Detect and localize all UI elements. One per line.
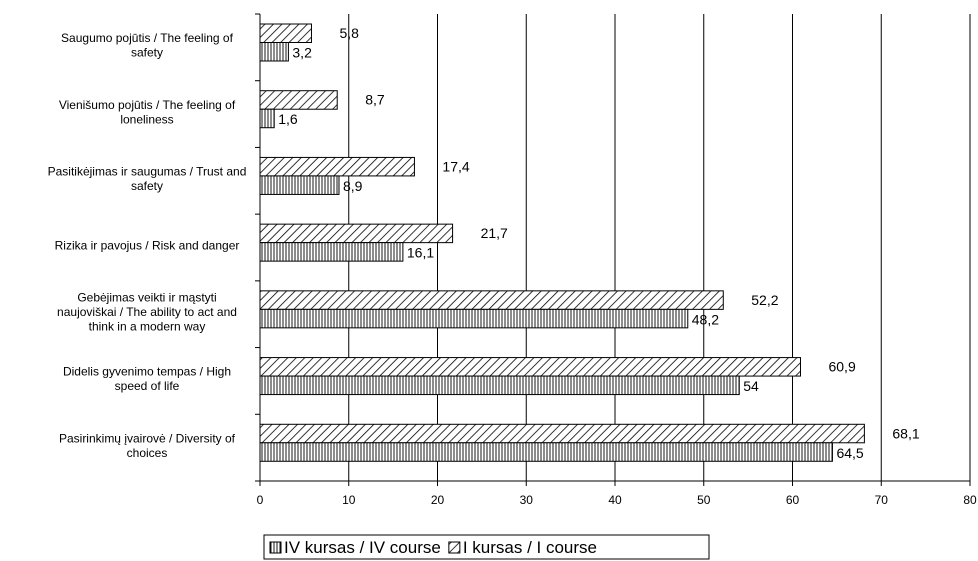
x-tick-label: 70 bbox=[875, 493, 889, 507]
bar-iv-course bbox=[259, 308, 689, 329]
bar-i-course bbox=[259, 23, 312, 43]
bar-i-course bbox=[259, 156, 415, 177]
data-labels: 5,8 3,2 8,7 1,6 17,4 8,9 21,7 16,1 52,2 48,2 60,9 5… bbox=[278, 25, 920, 461]
category-label: Gebėjimas veikti ir mąstyti naujoviškai /… bbox=[57, 291, 237, 334]
x-tick-label: 50 bbox=[697, 493, 711, 507]
bar-i-course bbox=[259, 90, 338, 110]
bar-iv-course bbox=[259, 375, 740, 396]
category-label: Pasitikėjimas ir saugumas / Trust and saf… bbox=[48, 165, 247, 194]
data-label-iv-course: 48,2 bbox=[692, 311, 719, 327]
bar-iv-course bbox=[259, 242, 404, 262]
bar-iv-course bbox=[259, 108, 275, 129]
legend-swatch bbox=[269, 541, 282, 554]
data-label-i-course: 60,9 bbox=[828, 359, 855, 375]
data-label-i-course: 21,7 bbox=[481, 225, 508, 241]
legend-swatch bbox=[448, 541, 461, 554]
x-tick-label: 60 bbox=[786, 493, 800, 507]
bar-i-course bbox=[259, 423, 865, 444]
category-label: Rizika ir pavojus / Risk and danger bbox=[55, 239, 240, 253]
x-tick-label: 20 bbox=[431, 493, 445, 507]
data-label-iv-course: 8,9 bbox=[343, 178, 363, 194]
x-tick-labels: 0 10 20 30 40 50 60 70 80 bbox=[257, 493, 977, 507]
category-label: Saugumo pojūtis / The feeling of safety bbox=[61, 31, 234, 60]
data-label-i-course: 68,1 bbox=[892, 425, 919, 441]
category-labels: Saugumo pojūtis / The feeling of safety Vi… bbox=[48, 31, 247, 460]
category-label: Didelis gyvenimo tempas / High speed of l… bbox=[63, 365, 231, 394]
legend-entry-label: IV kursas / IV course bbox=[284, 538, 441, 557]
category-label: Vienišumo pojūtis / The feeling of loneli… bbox=[59, 98, 236, 127]
data-label-i-course: 17,4 bbox=[442, 158, 469, 174]
legend-box bbox=[263, 534, 710, 560]
data-label-iv-course: 64,5 bbox=[836, 445, 863, 461]
bar-i-course bbox=[259, 223, 454, 244]
bar-iv-course bbox=[259, 42, 289, 62]
bar-i-course bbox=[259, 357, 801, 377]
bars bbox=[259, 23, 865, 462]
data-label-iv-course: 1,6 bbox=[278, 111, 298, 127]
x-tick-label: 0 bbox=[257, 493, 264, 507]
bar-iv-course bbox=[259, 442, 833, 462]
data-label-i-course: 8,7 bbox=[365, 92, 385, 108]
x-tick-label: 80 bbox=[963, 493, 977, 507]
data-label-iv-course: 3,2 bbox=[292, 45, 312, 61]
bar-iv-course bbox=[259, 175, 340, 195]
data-label-iv-course: 54 bbox=[743, 378, 759, 394]
x-tick-label: 10 bbox=[342, 493, 356, 507]
x-tick-label: 40 bbox=[608, 493, 622, 507]
x-tick-label: 30 bbox=[520, 493, 534, 507]
legend-entry-label: I kursas / I course bbox=[463, 538, 597, 557]
grid-lines bbox=[348, 14, 971, 481]
bar-i-course bbox=[259, 290, 724, 310]
legend: IV kursas / IV course I kursas / I course bbox=[263, 534, 710, 560]
data-label-i-course: 52,2 bbox=[751, 292, 778, 308]
category-label: Pasirinkimų įvairovė / Diversity of choic… bbox=[59, 431, 236, 460]
data-label-i-course: 5,8 bbox=[339, 25, 359, 41]
data-label-iv-course: 16,1 bbox=[407, 245, 434, 261]
